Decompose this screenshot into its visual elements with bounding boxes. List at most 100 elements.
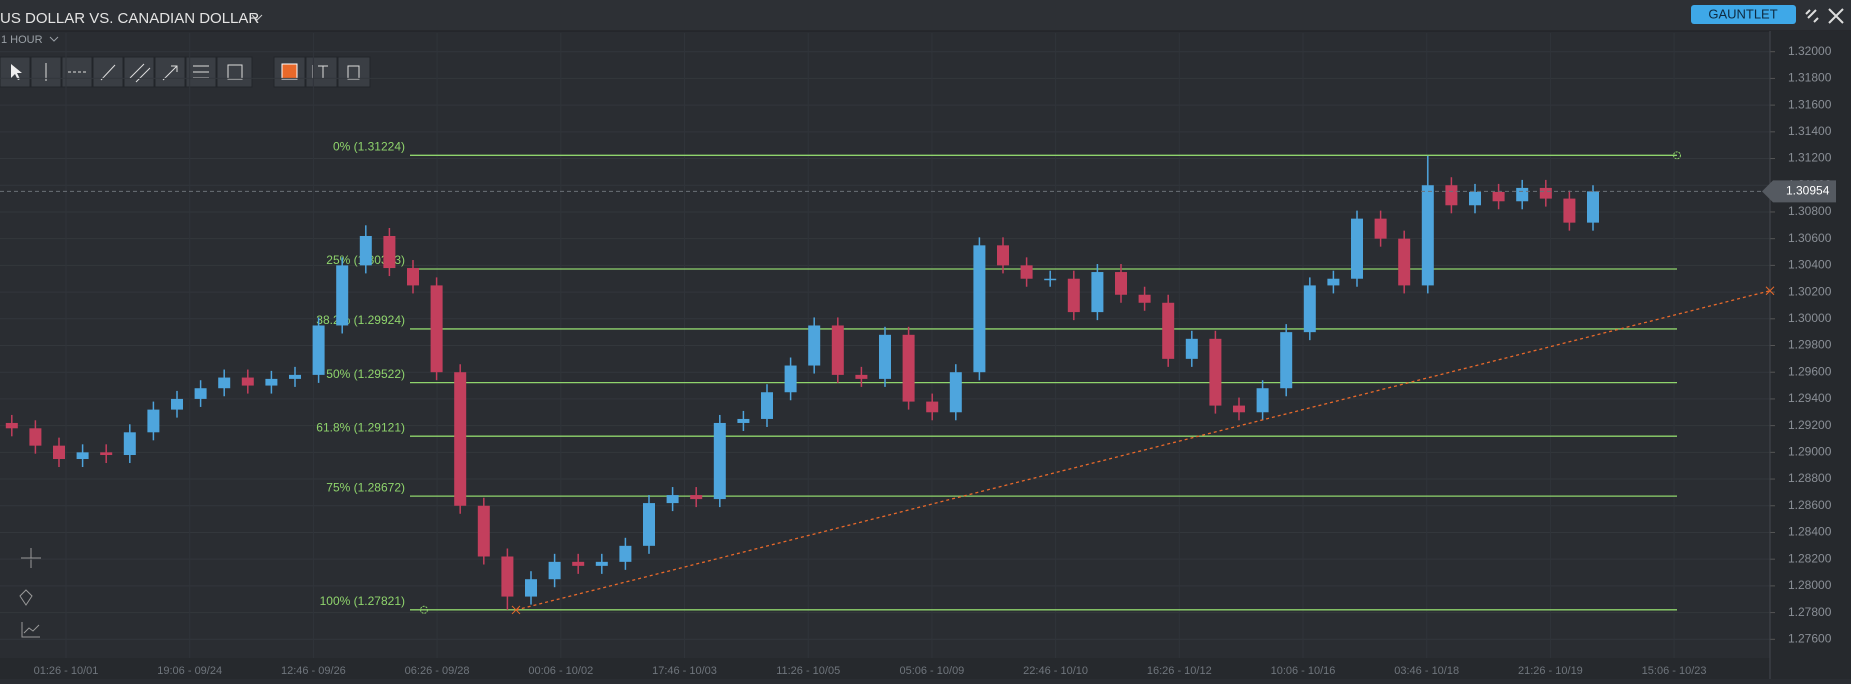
indicator-icon[interactable] bbox=[21, 622, 40, 638]
x-tick-label: 22:46 - 10/10 bbox=[1023, 665, 1088, 677]
tool-arrow[interactable] bbox=[154, 56, 186, 88]
link-icon[interactable] bbox=[1805, 9, 1819, 23]
candle-body bbox=[595, 561, 608, 566]
candle-body bbox=[1445, 185, 1458, 206]
candle-body bbox=[1303, 285, 1316, 333]
x-tick-label: 01:26 - 10/01 bbox=[34, 665, 99, 677]
tool-pointer[interactable] bbox=[0, 56, 31, 88]
candle-body bbox=[1233, 405, 1245, 413]
candle-body bbox=[973, 245, 986, 373]
tool-rect[interactable] bbox=[216, 56, 253, 88]
color-swatch bbox=[281, 63, 298, 80]
tool-channel[interactable] bbox=[123, 56, 155, 88]
interval-dropdown[interactable] bbox=[49, 36, 59, 42]
candle-body bbox=[383, 235, 396, 269]
candle-body bbox=[289, 374, 301, 379]
candle-body bbox=[926, 401, 939, 413]
x-tick-label: 16:26 - 10/12 bbox=[1147, 665, 1212, 677]
candle-body bbox=[1327, 278, 1340, 286]
x-tick-label: 10:06 - 10/16 bbox=[1271, 665, 1336, 677]
candle-body bbox=[690, 495, 703, 500]
y-tick-label: 1.29600 bbox=[1788, 364, 1832, 378]
close-icon[interactable] bbox=[1828, 8, 1844, 24]
candle-body bbox=[76, 452, 89, 460]
candle-body bbox=[430, 285, 443, 373]
candle-body bbox=[1067, 278, 1080, 313]
y-tick-label: 1.31600 bbox=[1788, 97, 1832, 111]
pen-icon[interactable] bbox=[19, 589, 33, 606]
candle-body bbox=[1492, 191, 1505, 202]
y-tick-label: 1.29800 bbox=[1788, 338, 1832, 352]
candle-body bbox=[194, 388, 207, 399]
fib-label: 61.8% (1.29121) bbox=[316, 420, 405, 434]
candle-body bbox=[1563, 198, 1576, 223]
candle-body bbox=[949, 372, 962, 413]
tool-text[interactable] bbox=[305, 56, 338, 88]
gauntlet-button[interactable] bbox=[1691, 5, 1796, 24]
candle-body bbox=[902, 334, 915, 402]
candle-body bbox=[5, 422, 18, 429]
y-tick-label: 1.29200 bbox=[1788, 418, 1832, 432]
interval[interactable]: 1 HOUR bbox=[1, 34, 43, 46]
x-tick-label: 21:26 - 10/19 bbox=[1518, 665, 1583, 677]
candle-body bbox=[171, 398, 183, 410]
candle-body bbox=[53, 445, 65, 460]
fib-handle bbox=[420, 605, 428, 614]
y-tick-label: 1.28000 bbox=[1788, 578, 1832, 592]
candle-body bbox=[643, 503, 655, 546]
line-icon bbox=[100, 64, 116, 81]
candle-body bbox=[855, 374, 868, 379]
candle-body bbox=[477, 505, 490, 557]
delete-icon bbox=[347, 65, 360, 80]
candle-body bbox=[123, 432, 136, 456]
candle-body bbox=[265, 378, 278, 386]
y-tick-label: 1.30200 bbox=[1788, 284, 1832, 298]
candle-body bbox=[312, 325, 325, 375]
plot: 1.27600 1.27800 1.28000 1.28200 1.28400 1.286… bbox=[0, 31, 1836, 679]
y-tick-label: 1.30000 bbox=[1788, 311, 1832, 325]
candle-body bbox=[879, 334, 891, 379]
title-dropdown[interactable] bbox=[251, 14, 263, 21]
candle-body bbox=[572, 561, 585, 566]
tool-delete[interactable] bbox=[337, 56, 371, 88]
trend-handle bbox=[1765, 286, 1775, 296]
candle-body bbox=[218, 377, 231, 389]
candle-body bbox=[1374, 218, 1387, 239]
x-tick-label: 19:06 - 09/24 bbox=[157, 665, 222, 677]
title: US DOLLAR VS. CANADIAN DOLLAR bbox=[0, 10, 259, 27]
y-tick-label: 1.28800 bbox=[1788, 471, 1832, 485]
candle-body bbox=[1138, 294, 1151, 303]
channel-icon bbox=[129, 63, 151, 83]
fib-label: 75% (1.28672) bbox=[326, 480, 405, 494]
crosshair-icon[interactable] bbox=[21, 548, 41, 568]
candle-body bbox=[808, 325, 821, 366]
fib-label: 0% (1.31224) bbox=[333, 140, 405, 154]
x-tick-label: 11:26 - 10/05 bbox=[776, 665, 840, 677]
toolbar bbox=[0, 56, 371, 88]
fib-label: 38.2% (1.29924) bbox=[316, 313, 405, 327]
candle-body bbox=[784, 365, 797, 393]
x-tick-label: 12:46 - 09/26 bbox=[281, 665, 346, 677]
candle-body bbox=[1091, 272, 1104, 313]
candle-body bbox=[1162, 302, 1175, 359]
y-tick-label: 1.27600 bbox=[1788, 631, 1832, 645]
y-tick-label: 1.31800 bbox=[1788, 71, 1832, 85]
candle-body bbox=[1185, 338, 1198, 359]
candle-body bbox=[1421, 185, 1434, 286]
y-tick-label: 1.30600 bbox=[1788, 231, 1832, 245]
gauntlet-label[interactable]: GAUNTLET bbox=[1708, 6, 1777, 21]
tool-hline[interactable] bbox=[61, 56, 93, 88]
y-tick-label: 1.32000 bbox=[1788, 44, 1832, 58]
candle-body bbox=[713, 422, 726, 500]
candle-body bbox=[1115, 272, 1127, 295]
candle-body bbox=[336, 265, 349, 326]
tool-fib[interactable] bbox=[185, 56, 217, 88]
candle-body bbox=[1516, 187, 1529, 202]
candle-body bbox=[619, 545, 632, 562]
y-tick-label: 1.29400 bbox=[1788, 391, 1832, 405]
candle-body bbox=[1539, 187, 1552, 199]
candle-body bbox=[1587, 191, 1599, 223]
y-axis-area bbox=[1770, 31, 1851, 679]
